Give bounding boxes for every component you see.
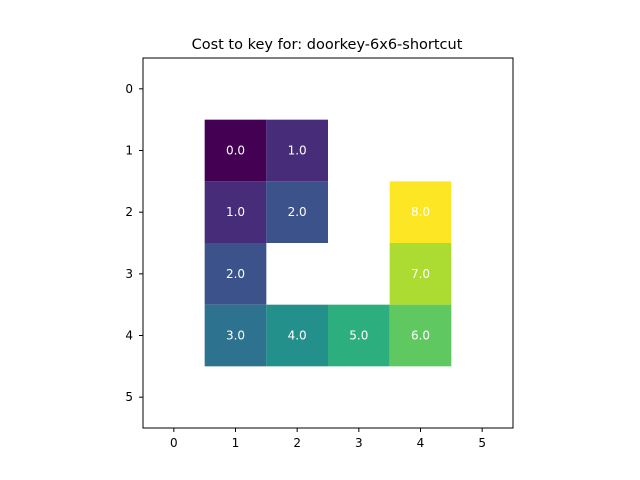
heatmap-cell-r3-c4 [389,243,452,305]
cell-value-label: 6.0 [411,329,430,343]
heatmap-cell-r2-c1 [204,181,267,243]
heatmap-cell-r3-c1 [204,243,267,305]
y-tick-label: 2 [125,205,133,219]
heatmap-cell-r4-c4 [389,304,452,367]
heatmap-cells: 0.0 1.0 1.0 2.0 8.0 2.0 7.0 3.0 4.0 5.0 6.0 [204,119,452,367]
cell-value-label: 3.0 [226,329,245,343]
x-tick-label: 0 [170,436,178,450]
y-tick-label: 3 [125,267,133,281]
y-tick-label: 5 [125,390,133,404]
x-tick-label: 3 [355,436,363,450]
y-tick-label: 1 [125,144,133,158]
cell-value-label: 7.0 [411,267,430,281]
cell-value-label: 2.0 [288,205,307,219]
x-tick-label: 1 [232,436,240,450]
cell-value-label: 1.0 [226,205,245,219]
axis-ticks: 0 1 2 3 4 5 0 1 2 3 4 5 [125,82,486,450]
y-tick-label: 0 [125,82,133,96]
cell-value-label: 8.0 [411,205,430,219]
cell-value-label: 5.0 [349,329,368,343]
cell-value-label: 1.0 [288,144,307,158]
cell-value-label: 2.0 [226,267,245,281]
heatmap-cell-r4-c1 [204,304,267,367]
cell-value-label: 4.0 [288,329,307,343]
heatmap-cell-r1-c2 [266,119,328,182]
plot-frame [142,57,514,429]
heatmap-cell-r4-c3 [328,304,390,367]
x-tick-label: 2 [293,436,301,450]
cell-value-label: 0.0 [226,144,245,158]
y-tick-label: 4 [125,329,133,343]
chart-title: Cost to key for: doorkey-6x6-shortcut [192,37,463,53]
heatmap-cell-r2-c4 [389,181,452,243]
x-tick-label: 4 [417,436,425,450]
heatmap-cell-r2-c2 [266,181,328,243]
x-tick-label: 5 [478,436,486,450]
heatmap-cell-r4-c2 [266,304,328,367]
heatmap-cell-r1-c1 [204,119,267,182]
